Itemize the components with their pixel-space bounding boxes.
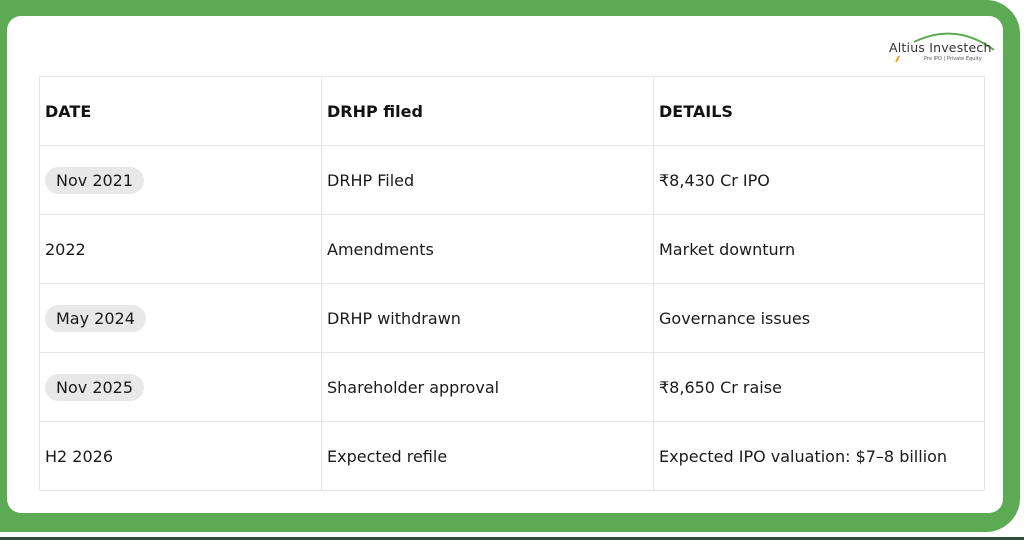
divider bbox=[0, 537, 1024, 540]
cell-date: H2 2026 bbox=[39, 421, 322, 491]
cell-date: Nov 2021 bbox=[39, 145, 322, 215]
cell-date: Nov 2025 bbox=[39, 352, 322, 422]
table-row: H2 2026 Expected refile Expected IPO val… bbox=[39, 421, 985, 491]
logo-tagline: Pre IPO | Private Equity bbox=[924, 56, 982, 62]
date-pill: May 2024 bbox=[45, 304, 146, 332]
date-text: H2 2026 bbox=[45, 446, 114, 466]
altius-logo: Altius Investech Pre IPO | Private Equit… bbox=[886, 28, 996, 68]
table-row: Nov 2025 Shareholder approval ₹8,650 Cr … bbox=[39, 352, 985, 422]
date-pill: Nov 2021 bbox=[45, 166, 145, 194]
date-pill: Nov 2025 bbox=[45, 373, 145, 401]
logo-arc-icon bbox=[895, 32, 995, 63]
logo-name: Altius Investech bbox=[889, 40, 992, 55]
cell-details: Expected IPO valuation: $7–8 billion bbox=[653, 421, 985, 491]
cell-details: Market downturn bbox=[653, 214, 985, 284]
header-event: DRHP filed bbox=[321, 76, 654, 146]
date-text: 2022 bbox=[45, 239, 86, 259]
table-row: Nov 2021 DRHP Filed ₹8,430 Cr IPO bbox=[39, 145, 985, 215]
table-row: May 2024 DRHP withdrawn Governance issue… bbox=[39, 283, 985, 353]
cell-date: May 2024 bbox=[39, 283, 322, 353]
cell-event: Amendments bbox=[321, 214, 654, 284]
header-details: DETAILS bbox=[653, 76, 985, 146]
cell-details: Governance issues bbox=[653, 283, 985, 353]
table-header-row: DATE DRHP filed DETAILS bbox=[39, 76, 985, 146]
cell-event: DRHP Filed bbox=[321, 145, 654, 215]
drhp-timeline-table: DATE DRHP filed DETAILS Nov 2021 DRHP Fi… bbox=[39, 76, 985, 491]
table-row: 2022 Amendments Market downturn bbox=[39, 214, 985, 284]
cell-event: DRHP withdrawn bbox=[321, 283, 654, 353]
cell-event: Expected refile bbox=[321, 421, 654, 491]
cell-date: 2022 bbox=[39, 214, 322, 284]
header-date: DATE bbox=[39, 76, 322, 146]
cell-details: ₹8,650 Cr raise bbox=[653, 352, 985, 422]
cell-details: ₹8,430 Cr IPO bbox=[653, 145, 985, 215]
cell-event: Shareholder approval bbox=[321, 352, 654, 422]
